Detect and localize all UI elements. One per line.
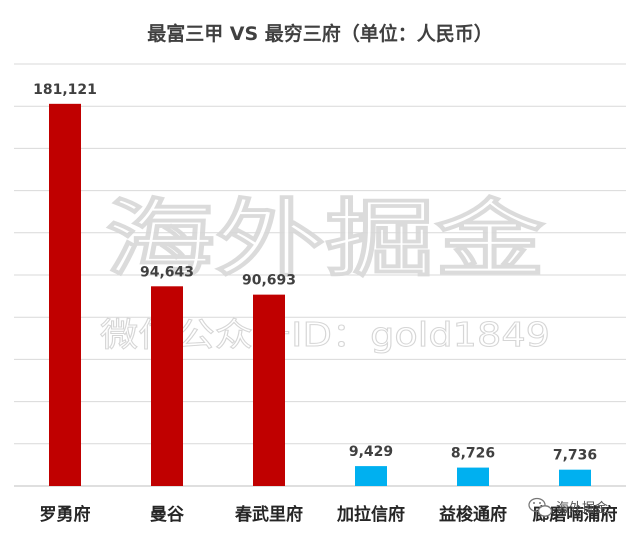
- bar: [253, 294, 285, 486]
- category-label: 春武里府: [235, 504, 303, 525]
- category-label: 益梭通府: [439, 504, 507, 525]
- bar: [457, 467, 489, 486]
- bar: [559, 469, 591, 486]
- data-label: 7,736: [553, 448, 597, 464]
- chart-title: 最富三甲 VS 最穷三府（单位：人民币）: [147, 22, 493, 45]
- watermark-main: 海外掘金: [105, 189, 546, 288]
- watermark-corner: 海外掘金: [556, 500, 608, 516]
- category-label: 曼谷: [150, 505, 185, 525]
- category-label: 罗勇府: [40, 504, 91, 525]
- data-label: 8,726: [451, 446, 495, 462]
- wechat-logo-icon: [528, 497, 553, 517]
- bar: [355, 466, 387, 486]
- data-label: 94,643: [140, 264, 194, 280]
- category-label: 廊磨喃蒲府: [533, 504, 618, 525]
- category-labels: 罗勇府 曼谷 春武里府 加拉信府 益梭通府 廊磨喃蒲府: [40, 504, 618, 525]
- data-label: 181,121: [33, 82, 97, 98]
- wechat-corner-badge: 海外掘金: [528, 497, 608, 517]
- bar: [49, 103, 81, 486]
- gridlines: [14, 63, 626, 487]
- bar: [151, 286, 183, 486]
- value-labels: 181,121 94,643 90,693 9,429 8,726 7,736: [33, 82, 597, 464]
- category-label: 加拉信府: [336, 504, 405, 525]
- bars: [49, 103, 591, 486]
- data-label: 9,429: [349, 444, 393, 460]
- data-label: 90,693: [242, 273, 296, 289]
